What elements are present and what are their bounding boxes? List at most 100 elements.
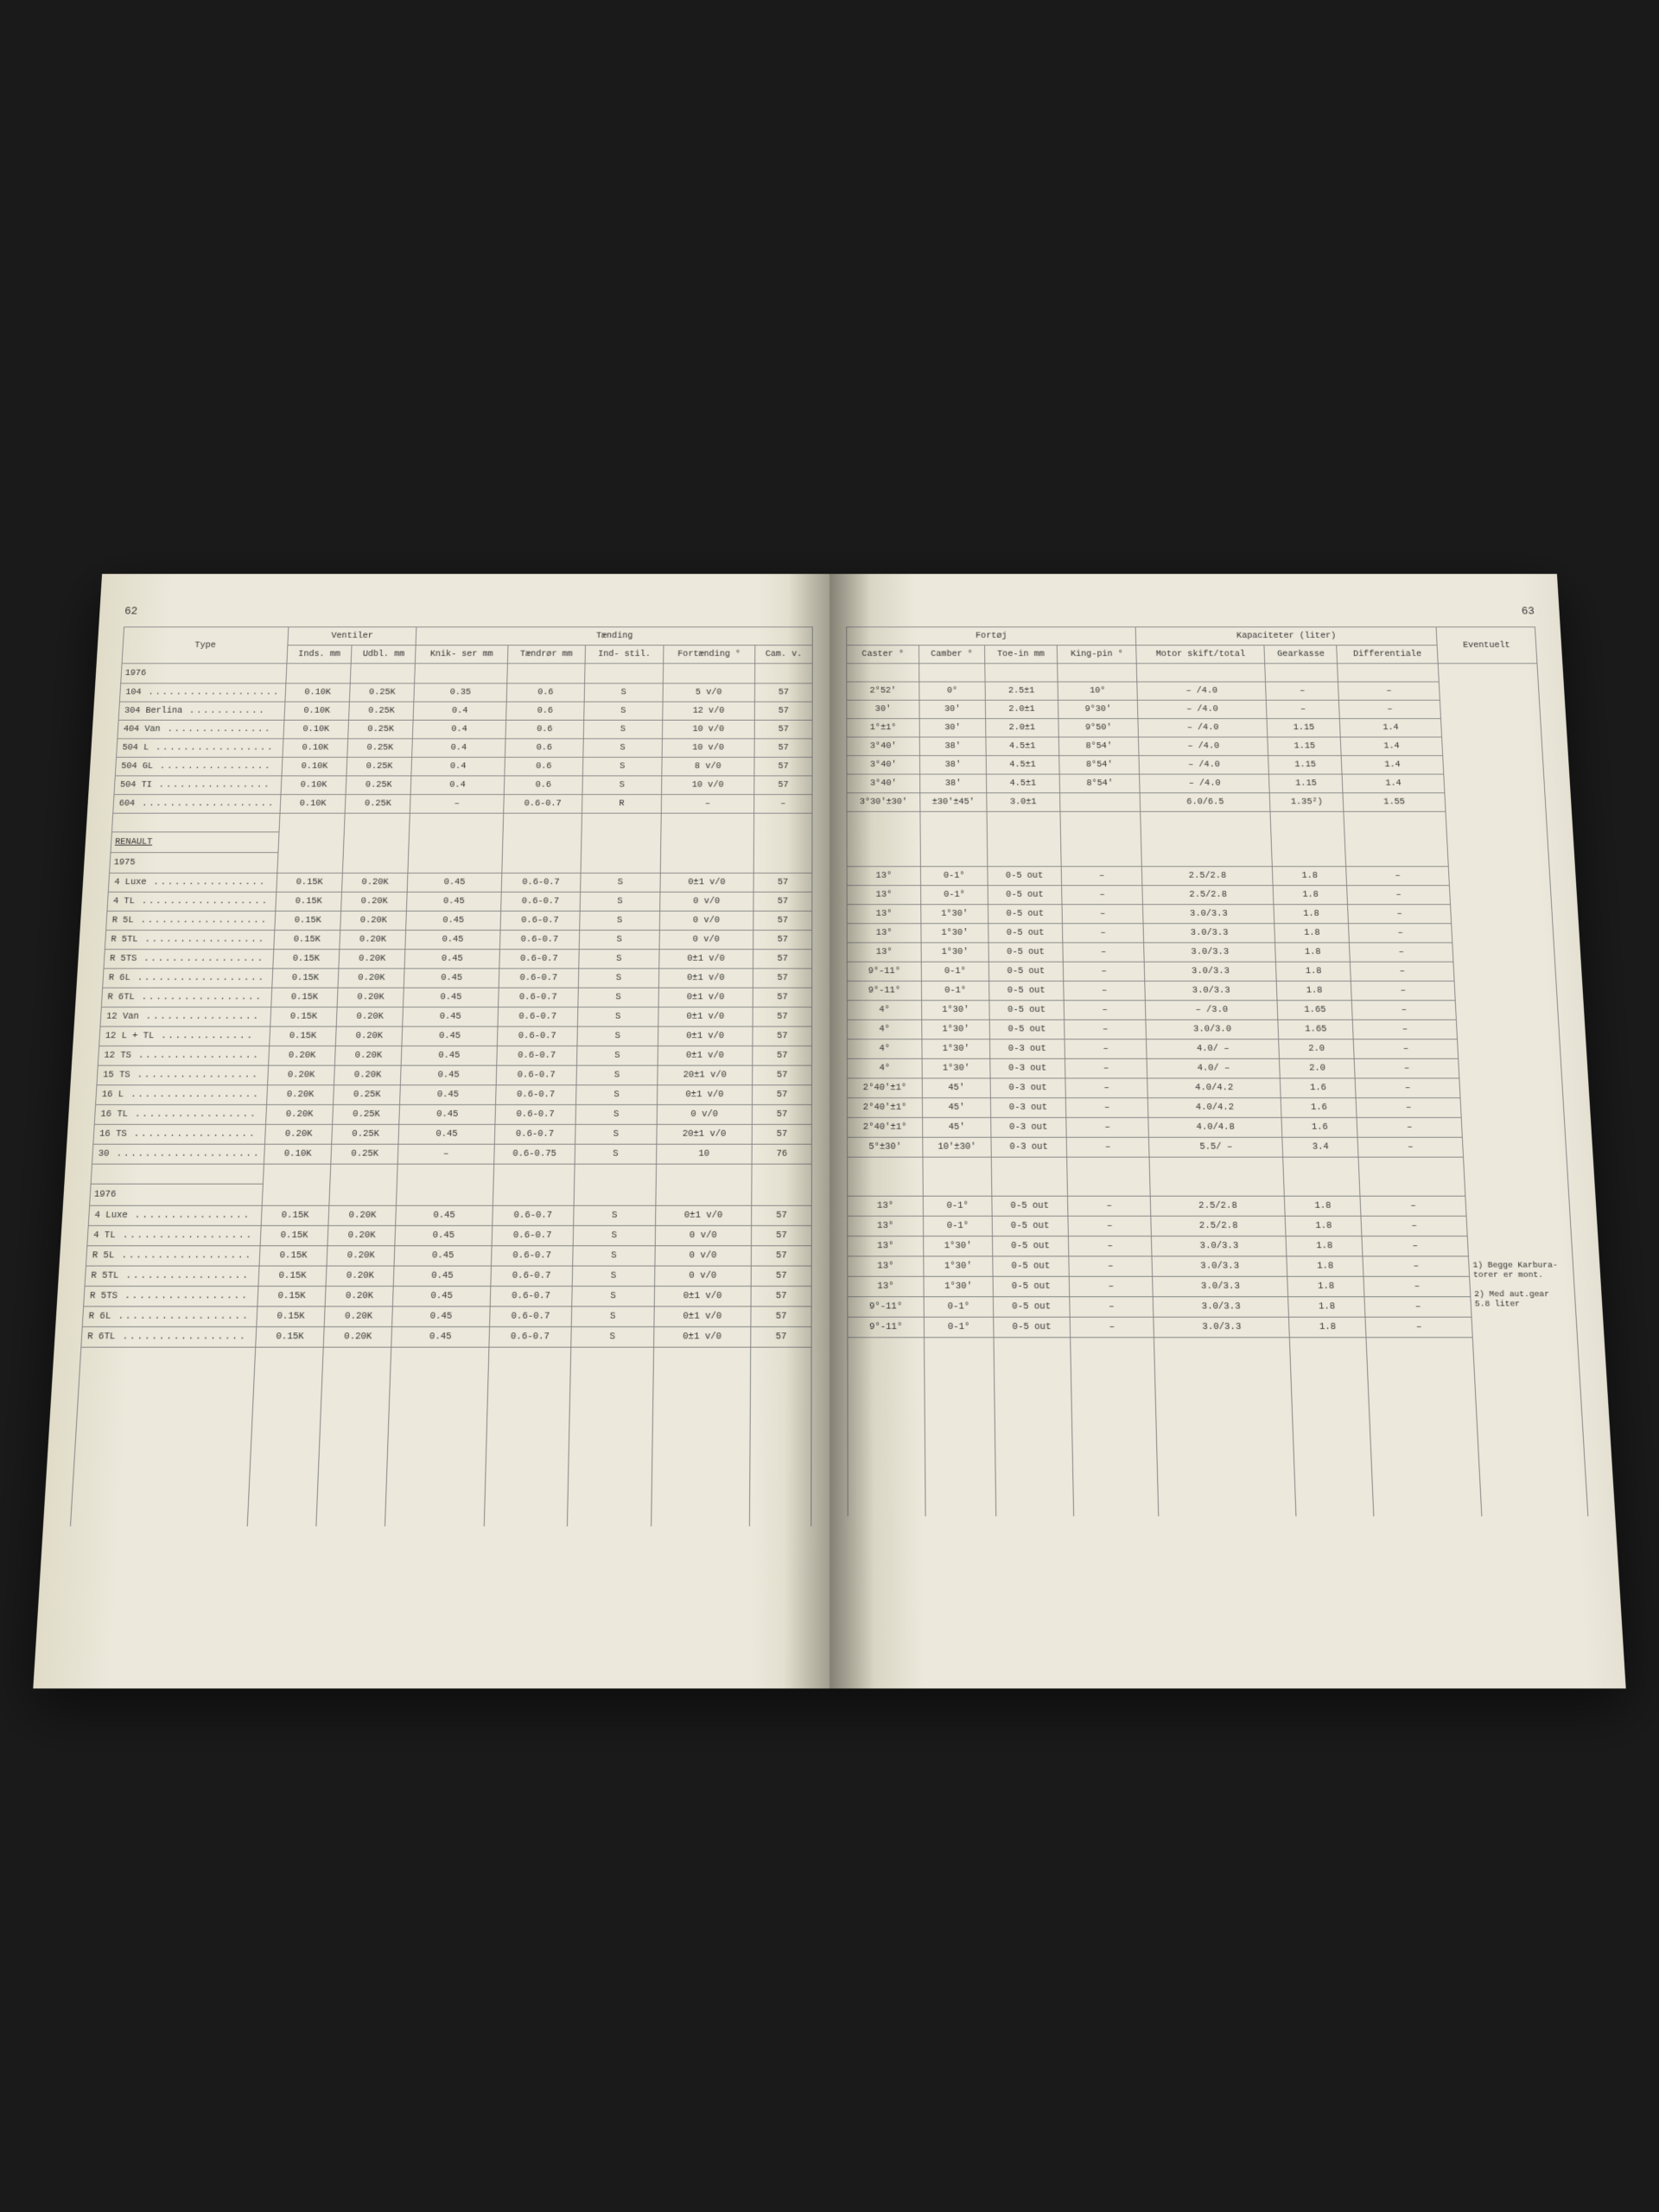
cell-fort: 0 v/0 <box>654 1266 751 1286</box>
table-row: 4°1°30'0-3 out–4.0/ –2.0– <box>847 1058 1561 1078</box>
cell-taend: 0.6-0.7 <box>501 873 581 892</box>
cell-kingpin: – <box>1065 1020 1147 1039</box>
cell-cam: 57 <box>752 1124 811 1144</box>
table-row: 304 Berlina ...........0.10K0.25K0.40.6S… <box>118 702 812 720</box>
table-row: 15 TS .................0.20K0.20K0.450.6… <box>97 1065 812 1085</box>
cell-udbl: 0.20K <box>338 969 404 988</box>
cell-ind: S <box>572 1266 654 1286</box>
cell-diff: – <box>1347 886 1451 905</box>
model-name: 4 Luxe ................ <box>88 1205 262 1225</box>
cell-udbl: 0.25K <box>349 702 415 720</box>
cell-fort: 0±1 v/0 <box>657 1085 752 1105</box>
cell-ind: S <box>584 702 663 720</box>
table-row: 4 TL ..................0.15K0.20K0.450.6… <box>87 1225 811 1245</box>
cell-caster: 2°40'±1° <box>847 1078 922 1098</box>
cell-knik: 0.45 <box>403 1007 498 1027</box>
cell-diff: – <box>1358 1137 1464 1157</box>
cell-inds: 0.15K <box>276 873 343 892</box>
table-row: R 6L ..................0.15K0.20K0.450.6… <box>82 1306 811 1327</box>
cell-udbl: 0.25K <box>346 776 411 795</box>
cell-cam: 57 <box>753 1046 812 1066</box>
cell-taend: 0.6-0.7 <box>494 1105 575 1125</box>
cell-taend: 0.6 <box>505 720 584 738</box>
cell-inds: 0.15K <box>271 988 339 1007</box>
col-motor: Motor skift/total <box>1136 645 1265 664</box>
cell-cam: 57 <box>751 1225 811 1245</box>
cell-camber: 1°30' <box>922 1020 989 1039</box>
cell-knik: 0.4 <box>413 720 505 738</box>
cell-cam: 57 <box>753 911 812 930</box>
cell-udbl: 0.20K <box>339 950 405 969</box>
cell-fort: 10 <box>656 1144 752 1164</box>
cell-diff: – <box>1356 1078 1460 1098</box>
section-title: 1976 <box>121 664 287 683</box>
table-row: 4 TL ..................0.15K0.20K0.450.6… <box>107 892 812 911</box>
cell-caster: 2°40'±1° <box>848 1117 923 1137</box>
table-row: 4 Luxe ................0.15K0.20K0.450.6… <box>88 1205 811 1225</box>
cell-gear: 1.65 <box>1277 1001 1352 1020</box>
cell-motor: 3.0/3.3 <box>1154 1297 1289 1318</box>
table-row: 4°1°30'0-5 out–3.0/3.01.65– <box>847 1020 1560 1039</box>
cell-knik: 0.45 <box>406 911 500 930</box>
cell-gear: 1.15 <box>1267 719 1340 737</box>
cell-inds: 0.10K <box>281 776 346 795</box>
cell-toein: 2.0±1 <box>985 719 1058 737</box>
eventuelt-notes: 1) Begge Karbura- torer er mont. 2) Med … <box>1468 1256 1578 1357</box>
cell-motor: – /4.0 <box>1138 719 1268 737</box>
section-title: RENAULT <box>111 832 279 853</box>
model-name: 12 TS ................. <box>98 1046 269 1066</box>
cell-fort: 0±1 v/0 <box>660 873 753 892</box>
cell-gear: – <box>1267 700 1340 718</box>
cell-ind: S <box>575 1124 657 1144</box>
table-row: 504 GL ................0.10K0.25K0.40.6S… <box>115 757 812 776</box>
cell-gear: – <box>1266 682 1339 700</box>
cell-gear: 1.65 <box>1278 1020 1353 1039</box>
cell-ind: S <box>583 757 662 776</box>
cell-taend: 0.6-0.7 <box>492 1225 574 1245</box>
cell-cam: 57 <box>754 776 812 795</box>
cell-diff: – <box>1362 1236 1468 1256</box>
cell-knik: 0.45 <box>399 1105 495 1125</box>
cell-motor: 4.0/ – <box>1147 1039 1280 1059</box>
cell-motor: 2.5/2.8 <box>1142 867 1274 886</box>
cell-diff: – <box>1355 1058 1459 1078</box>
cell-kingpin: 8°54' <box>1059 774 1140 793</box>
cell-gear: 1.6 <box>1281 1098 1357 1118</box>
cell-kingpin: – <box>1067 1196 1151 1216</box>
cell-gear: 1.8 <box>1286 1216 1363 1236</box>
table-row: 9°-11°0-1°0-5 out–3.0/3.31.8– <box>848 1297 1576 1318</box>
cell-ind: S <box>578 1007 658 1027</box>
cell-kingpin: – <box>1062 905 1143 924</box>
cell-cam: 57 <box>753 873 812 892</box>
cell-motor: – /3.0 <box>1146 1001 1278 1020</box>
col-caster: Caster ° <box>847 645 919 664</box>
cell-cam: 57 <box>754 757 812 776</box>
cell-toein: 0-5 out <box>988 924 1063 943</box>
cell-camber: 1°30' <box>924 1236 993 1256</box>
cell-knik: 0.45 <box>392 1306 490 1327</box>
model-name: 4 Luxe ................ <box>108 873 276 892</box>
cell-gear: 1.15 <box>1269 774 1344 793</box>
cell-cam: 57 <box>753 930 812 949</box>
cell-fort: 0 v/0 <box>659 892 753 911</box>
cell-caster: 30' <box>847 700 919 718</box>
cell-toein: 0-5 out <box>993 1297 1070 1318</box>
cell-diff: – <box>1353 1020 1458 1039</box>
col-type: Type <box>122 627 289 664</box>
cell-fort: 10 v/0 <box>662 739 754 757</box>
cell-inds: 0.10K <box>264 1144 332 1164</box>
cell-kingpin: – <box>1066 1117 1149 1137</box>
cell-taend: 0.6-0.7 <box>492 1205 574 1225</box>
col-eventuelt: Eventuelt <box>1436 627 1537 664</box>
cell-camber: 1°30' <box>924 1256 993 1276</box>
cell-taend: 0.6-0.7 <box>495 1085 576 1105</box>
cell-caster: 9°-11° <box>848 1297 925 1318</box>
cell-camber: 1°30' <box>922 1058 990 1078</box>
cell-diff: – <box>1339 700 1441 718</box>
cell-camber: 38' <box>919 737 986 755</box>
model-name: 16 L .................. <box>96 1085 268 1105</box>
cell-camber: 38' <box>920 755 987 774</box>
cell-knik: – <box>410 795 504 814</box>
cell-diff: – <box>1351 981 1455 1000</box>
spec-table-left: Type Ventiler Tænding Inds. mm Udbl. mm … <box>70 626 813 1526</box>
